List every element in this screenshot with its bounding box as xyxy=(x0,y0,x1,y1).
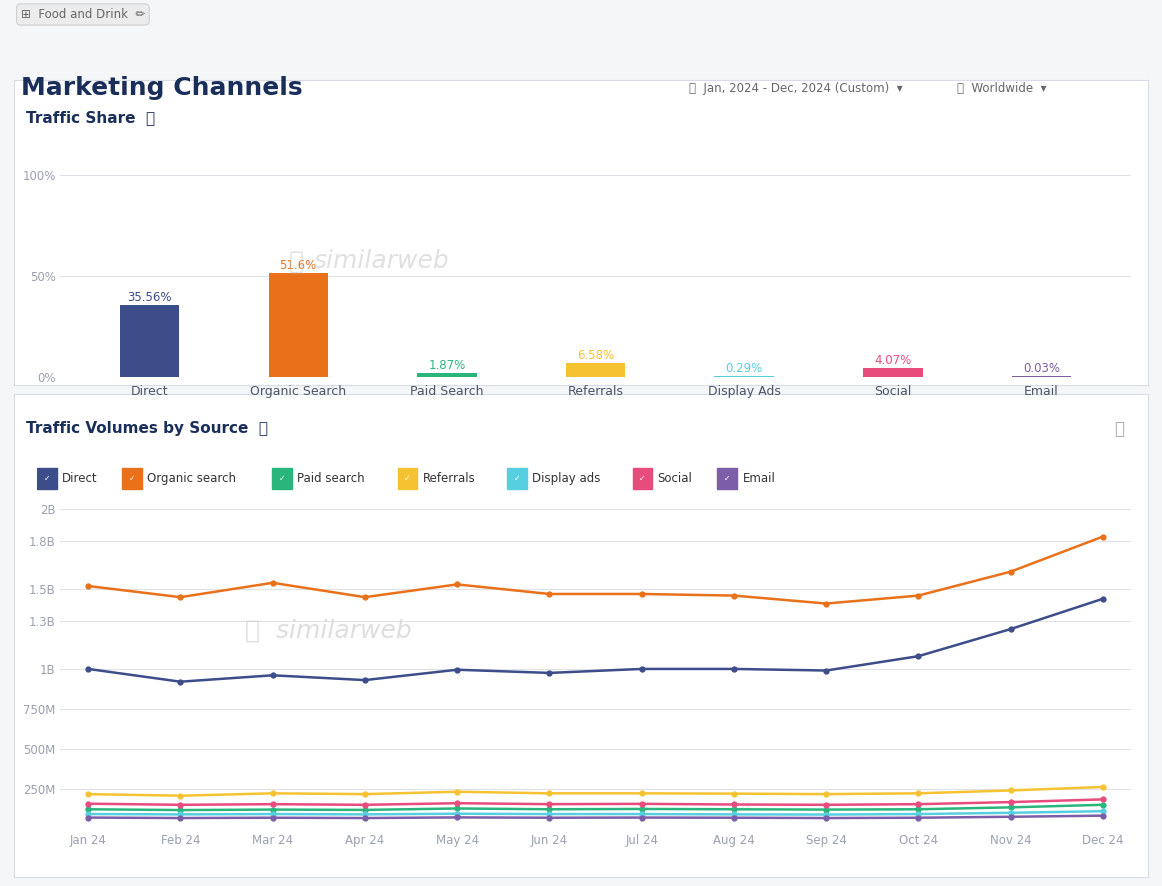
Text: Traffic Share  ⓘ: Traffic Share ⓘ xyxy=(26,110,155,125)
FancyBboxPatch shape xyxy=(397,468,417,489)
Text: Marketing Channels: Marketing Channels xyxy=(21,76,302,100)
Text: 51.6%: 51.6% xyxy=(280,259,317,272)
Text: 0.03%: 0.03% xyxy=(1023,362,1060,376)
Text: 🌐  Worldwide  ▾: 🌐 Worldwide ▾ xyxy=(956,82,1046,95)
Text: Ⓢ: Ⓢ xyxy=(288,249,303,274)
Bar xyxy=(268,273,328,377)
Text: 35.56%: 35.56% xyxy=(128,291,172,304)
Text: ✓: ✓ xyxy=(514,474,521,483)
Text: ✓: ✓ xyxy=(44,474,50,483)
Text: 4.07%: 4.07% xyxy=(874,354,911,368)
Text: ⊞  Food and Drink  ✏: ⊞ Food and Drink ✏ xyxy=(21,8,145,21)
Text: 1.87%: 1.87% xyxy=(429,359,466,372)
Text: ⤓: ⤓ xyxy=(1114,420,1124,438)
Text: ✓: ✓ xyxy=(724,474,731,483)
Bar xyxy=(566,363,625,377)
Bar xyxy=(863,369,923,377)
Text: Traffic Volumes by Source  ⓘ: Traffic Volumes by Source ⓘ xyxy=(26,422,267,436)
FancyBboxPatch shape xyxy=(122,468,142,489)
FancyBboxPatch shape xyxy=(37,468,57,489)
Text: ✓: ✓ xyxy=(129,474,135,483)
FancyBboxPatch shape xyxy=(717,468,737,489)
FancyBboxPatch shape xyxy=(272,468,292,489)
Text: ✓: ✓ xyxy=(404,474,410,483)
FancyBboxPatch shape xyxy=(507,468,526,489)
Text: Social: Social xyxy=(658,472,693,485)
Text: similarweb: similarweb xyxy=(314,249,450,274)
Text: Ⓢ  similarweb: Ⓢ similarweb xyxy=(244,618,411,642)
Text: 6.58%: 6.58% xyxy=(578,349,614,362)
Text: ✓: ✓ xyxy=(639,474,646,483)
Text: 📅  Jan, 2024 - Dec, 2024 (Custom)  ▾: 📅 Jan, 2024 - Dec, 2024 (Custom) ▾ xyxy=(689,82,903,95)
Bar xyxy=(417,373,476,377)
FancyBboxPatch shape xyxy=(632,468,652,489)
Bar xyxy=(120,305,179,377)
Text: Referrals: Referrals xyxy=(423,472,475,485)
Text: ✓: ✓ xyxy=(279,474,285,483)
Text: Paid search: Paid search xyxy=(297,472,365,485)
Text: Direct: Direct xyxy=(63,472,98,485)
Text: Display ads: Display ads xyxy=(532,472,601,485)
Text: Email: Email xyxy=(743,472,775,485)
Text: Organic search: Organic search xyxy=(148,472,236,485)
Text: 0.29%: 0.29% xyxy=(725,362,762,375)
